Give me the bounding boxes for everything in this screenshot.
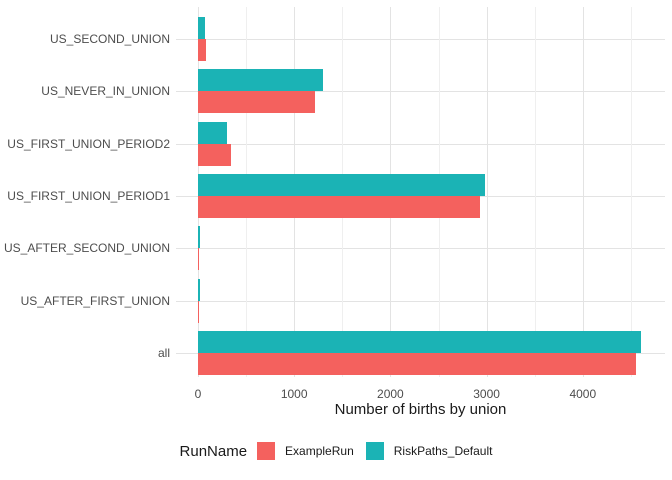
- bar-riskpaths-default: [198, 69, 324, 92]
- legend-item-examplerun: ExampleRun: [257, 442, 354, 460]
- gridline-horizontal: [176, 39, 665, 40]
- bar-examplerun: [198, 195, 481, 218]
- x-axis-title: Number of births by union: [334, 401, 507, 418]
- gridline-horizontal: [176, 143, 665, 145]
- gridline-major: [486, 7, 488, 377]
- bar-riskpaths-default: [198, 173, 485, 196]
- y-axis-label: US_NEVER_IN_UNION: [41, 84, 170, 99]
- y-axis-label: US_AFTER_SECOND_UNION: [3, 241, 170, 256]
- x-axis-tick-label: 2000: [377, 387, 404, 401]
- y-axis-label: all: [157, 345, 170, 360]
- legend-label: ExampleRun: [285, 444, 354, 458]
- y-axis-label: US_SECOND_UNION: [49, 32, 170, 46]
- bar-examplerun: [198, 248, 200, 271]
- gridline-minor: [630, 7, 632, 377]
- bar-examplerun: [198, 91, 315, 114]
- bar-examplerun: [198, 300, 200, 323]
- bar-riskpaths-default: [198, 226, 200, 249]
- gridline-major: [582, 7, 584, 377]
- legend-title: RunName: [179, 442, 248, 460]
- plot-panel: [176, 7, 665, 377]
- gridline-horizontal: [176, 300, 665, 302]
- y-axis-label: US_FIRST_UNION_PERIOD1: [7, 188, 170, 203]
- bar-riskpaths-default: [198, 278, 200, 301]
- legend-items: ExampleRun RiskPaths_Default: [257, 442, 492, 460]
- legend-swatch: [257, 442, 276, 460]
- y-axis-label: US_FIRST_UNION_PERIOD2: [7, 136, 170, 151]
- legend-label: RiskPaths_Default: [393, 444, 493, 458]
- x-axis-tick-label: 1000: [280, 387, 308, 401]
- gridline-minor: [534, 7, 536, 377]
- legend-item-riskpaths-default: RiskPaths_Default: [365, 442, 493, 460]
- gridline-horizontal: [176, 91, 665, 93]
- legend: RunName ExampleRun RiskPaths_Default: [0, 442, 672, 460]
- bar-riskpaths-default: [198, 330, 642, 353]
- bar-examplerun: [198, 39, 206, 61]
- bar-riskpaths-default: [198, 17, 206, 39]
- x-axis-tick-label: 4000: [569, 387, 597, 401]
- legend-swatch: [365, 442, 384, 460]
- bar-examplerun: [198, 143, 231, 166]
- x-axis-tick-label: 3000: [473, 387, 500, 401]
- bar-examplerun: [198, 352, 636, 375]
- x-axis-tick-label: 0: [194, 387, 202, 401]
- gridline-horizontal: [176, 248, 665, 250]
- bar-riskpaths-default: [198, 121, 228, 144]
- y-axis-label: US_AFTER_FIRST_UNION: [20, 293, 170, 308]
